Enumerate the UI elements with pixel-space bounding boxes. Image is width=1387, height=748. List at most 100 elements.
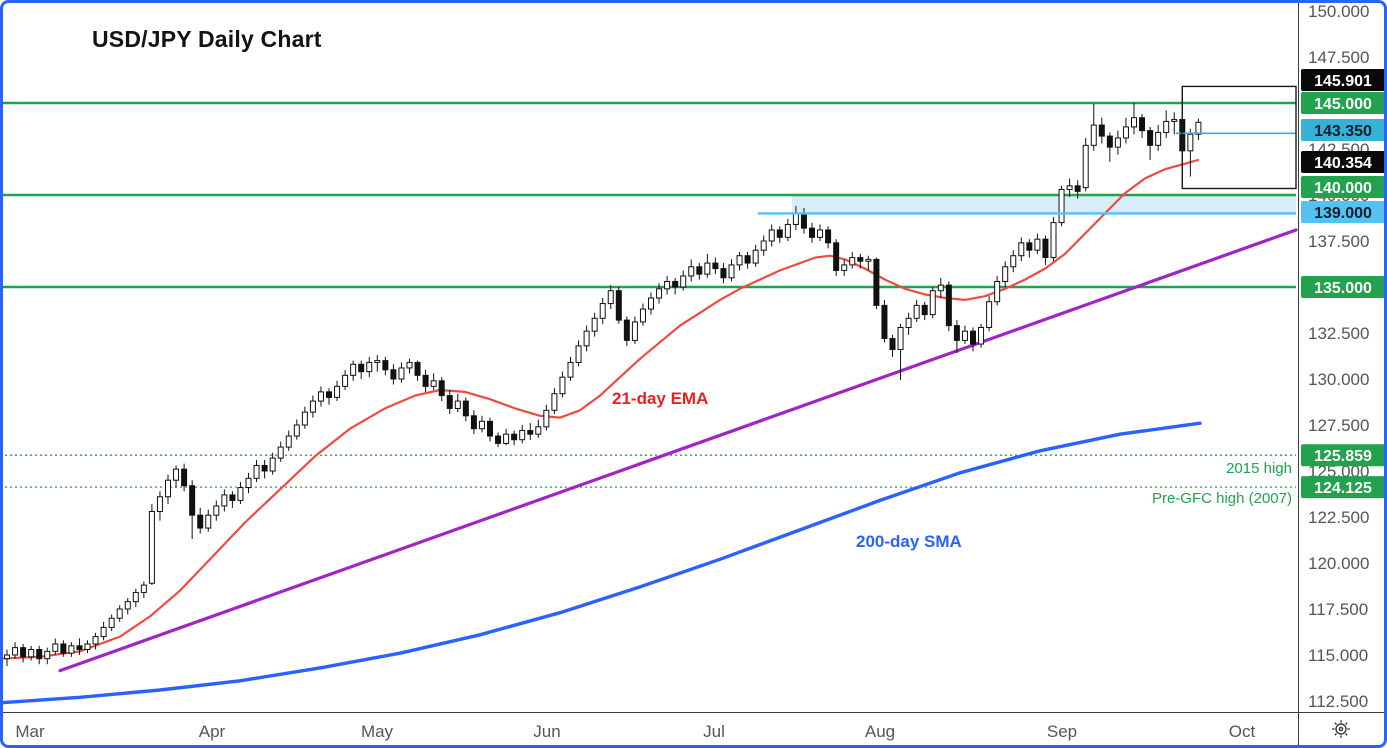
candle-body (422, 374, 429, 387)
candle-body (784, 223, 791, 238)
candle-body (937, 284, 944, 292)
candle-body (462, 400, 469, 417)
candle-body (487, 420, 493, 437)
candle-body (607, 290, 614, 305)
candle-body (100, 626, 107, 638)
price-badge-140.354 (1301, 151, 1385, 173)
candle-body (269, 457, 276, 472)
candle-body (293, 424, 300, 437)
candle-body (1010, 255, 1017, 268)
candle-body (639, 308, 646, 323)
candle-body (583, 330, 590, 347)
candle-body (173, 468, 180, 481)
candle-body (994, 280, 1001, 303)
price-tick-label: 115.000 (1308, 646, 1368, 665)
candle-body (728, 264, 735, 279)
candle-body (656, 288, 663, 299)
candle-body (1034, 238, 1041, 251)
candle-body (857, 257, 864, 262)
candle-body (744, 255, 751, 264)
candle-body (406, 361, 413, 369)
candle-body (350, 363, 357, 376)
candle-body (430, 380, 437, 387)
candle-body (599, 303, 606, 319)
candle-body (1187, 133, 1194, 152)
month-label-Jul: Jul (703, 722, 725, 741)
candle-body (261, 464, 268, 472)
price-tick-label: 147.500 (1308, 48, 1369, 67)
candle-body (680, 275, 687, 288)
candle-body (559, 376, 566, 395)
price-badge-139.000 (1301, 201, 1385, 223)
price-tick-label: 132.500 (1308, 324, 1369, 343)
candle-body (1026, 242, 1033, 251)
candle-body (825, 229, 832, 244)
price-badge-124.125 (1301, 476, 1385, 499)
candle-body (12, 647, 19, 656)
candle-body (4, 654, 10, 660)
candle-body (978, 326, 985, 345)
candle-body (631, 321, 638, 341)
candle-body (60, 643, 67, 654)
candle-body (841, 264, 848, 271)
trendline (58, 228, 1298, 673)
candle-body (374, 360, 381, 363)
candle-body (905, 317, 912, 328)
candle-body (519, 430, 526, 441)
candle-body (1114, 137, 1121, 148)
candle-body (961, 330, 968, 341)
candle-body (833, 242, 840, 271)
candle-body (181, 468, 188, 487)
candle-body (301, 411, 308, 426)
candle-body (511, 433, 518, 441)
candle-body (970, 330, 976, 345)
candle-body (1106, 135, 1113, 148)
candle-body (334, 385, 341, 398)
candle-body (28, 648, 35, 658)
candle-body (921, 304, 928, 316)
price-badge-143.350 (1301, 119, 1385, 141)
price-badge-label: 143.350 (1314, 123, 1372, 140)
price-badge-125.859 (1301, 444, 1385, 467)
candle-body (792, 212, 799, 225)
price-axis[interactable]: 150.000147.500145.000142.500140.000137.5… (1301, 2, 1385, 711)
candle-body (986, 301, 993, 328)
month-label-Sep: Sep (1047, 722, 1077, 741)
price-badge-label: 140.000 (1314, 180, 1372, 197)
candle-body (953, 325, 960, 341)
candle-body (1163, 120, 1170, 133)
candle-body (704, 262, 711, 275)
candle-body (132, 591, 139, 603)
time-axis[interactable]: Mar Apr May Jun Jul Aug Sep Oct (15, 722, 1255, 741)
candle-body (1074, 185, 1081, 192)
ema-21-line (0, 158, 1200, 660)
candle-body (197, 514, 204, 529)
candle-body (648, 297, 654, 310)
candle-body (1082, 144, 1089, 189)
candle-body (567, 361, 574, 378)
price-badge-145.000 (1301, 92, 1385, 114)
price-scale-settings-gear-icon[interactable] (1327, 716, 1355, 742)
candle-body (817, 229, 824, 238)
candle-body (309, 400, 316, 413)
sma-200-line (0, 421, 1202, 705)
candle-body (897, 326, 904, 351)
candle-body (92, 636, 99, 645)
candle-body (768, 229, 775, 242)
candle-body (342, 374, 349, 387)
candle-body (696, 266, 703, 275)
candle-body (1122, 126, 1129, 139)
candle-body (809, 227, 815, 238)
candle-body (382, 360, 389, 371)
candle-body (277, 446, 284, 459)
candle-body (672, 280, 679, 288)
price-tick-label: 120.000 (1308, 554, 1369, 573)
candle-body (849, 257, 856, 266)
candle-body (889, 338, 896, 351)
intervention-box (1181, 85, 1297, 190)
candle-body (76, 645, 83, 650)
price-badge-label: 124.125 (1314, 480, 1372, 497)
